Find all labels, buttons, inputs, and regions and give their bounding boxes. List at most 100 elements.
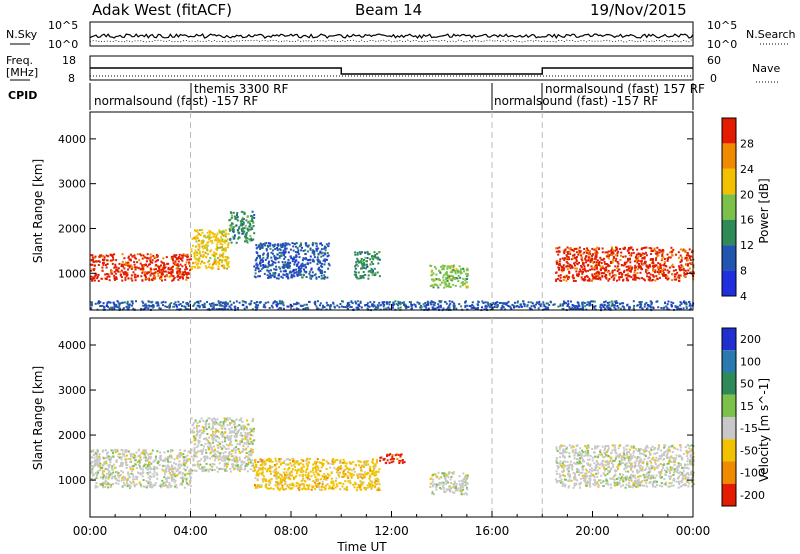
- data-cell: [221, 304, 224, 307]
- data-cell: [154, 256, 157, 259]
- data-cell: [372, 258, 375, 261]
- data-cell: [361, 251, 364, 254]
- data-cell: [213, 468, 216, 471]
- data-cell: [137, 455, 140, 457]
- data-cell: [198, 266, 201, 269]
- data-cell: [260, 244, 263, 247]
- data-cell: [449, 286, 452, 288]
- data-cell: [258, 256, 261, 259]
- data-cell: [663, 258, 666, 260]
- data-cell: [250, 237, 253, 240]
- data-cell: [199, 253, 202, 256]
- data-cell: [157, 272, 159, 275]
- data-cell: [674, 305, 677, 308]
- data-cell: [109, 463, 111, 466]
- data-cell: [218, 468, 221, 471]
- data-cell: [320, 277, 323, 280]
- data-cell: [599, 278, 602, 281]
- data-cell: [204, 424, 207, 427]
- data-cell: [101, 304, 104, 307]
- data-cell: [633, 260, 636, 263]
- data-cell: [373, 464, 376, 467]
- data-cell: [318, 266, 321, 269]
- data-cell: [682, 248, 685, 251]
- data-cell: [258, 484, 261, 487]
- data-cell: [363, 461, 366, 464]
- data-cell: [127, 263, 130, 266]
- data-cell: [342, 472, 345, 475]
- data-cell: [323, 247, 326, 250]
- data-cell: [281, 261, 284, 264]
- data-cell: [233, 422, 236, 425]
- data-cell: [237, 466, 240, 469]
- data-cell: [233, 420, 236, 423]
- data-cell: [538, 303, 541, 306]
- data-cell: [371, 460, 374, 463]
- data-cell: [355, 271, 357, 274]
- data-cell: [196, 237, 199, 240]
- data-cell: [308, 272, 311, 275]
- data-cell: [163, 263, 166, 266]
- data-cell: [587, 249, 589, 252]
- data-cell: [176, 305, 178, 308]
- data-cell: [261, 245, 264, 248]
- data-cell: [217, 450, 219, 453]
- data-cell: [212, 266, 215, 269]
- data-cell: [370, 257, 373, 259]
- data-cell: [142, 301, 145, 304]
- data-cell: [198, 250, 201, 253]
- data-cell: [584, 257, 587, 260]
- data-cell: [232, 235, 235, 238]
- data-cell: [257, 254, 260, 257]
- data-cell: [575, 305, 578, 308]
- data-cell: [299, 265, 302, 268]
- data-cell: [321, 475, 324, 478]
- data-cell: [106, 259, 108, 262]
- data-cell: [317, 259, 320, 262]
- data-cell: [306, 306, 309, 309]
- data-cell: [583, 265, 586, 268]
- data-cell: [208, 263, 211, 266]
- data-cell: [170, 267, 173, 270]
- data-cell: [689, 307, 692, 310]
- data-cell: [198, 467, 201, 470]
- data-cell: [646, 304, 649, 306]
- data-cell: [166, 485, 168, 488]
- data-cell: [96, 458, 99, 461]
- data-cell: [514, 301, 516, 304]
- data-cell: [343, 474, 346, 477]
- data-cell: [639, 255, 642, 257]
- data-cell: [562, 276, 565, 279]
- data-cell: [195, 426, 198, 429]
- data-cell: [295, 475, 298, 478]
- data-cell: [236, 216, 239, 219]
- data-cell: [375, 473, 377, 476]
- data-cell: [159, 307, 162, 310]
- data-cell: [652, 307, 655, 310]
- data-cell: [545, 302, 548, 305]
- data-cell: [651, 274, 654, 277]
- data-cell: [197, 450, 200, 453]
- data-cell: [257, 304, 260, 307]
- data-cell: [628, 269, 631, 272]
- data-cell: [651, 258, 654, 261]
- data-cell: [373, 301, 376, 304]
- data-cell: [146, 486, 148, 489]
- data-cell: [388, 301, 391, 304]
- data-cell: [665, 277, 667, 279]
- data-cell: [295, 264, 298, 267]
- data-cell: [97, 279, 100, 282]
- data-cell: [161, 483, 164, 486]
- data-cell: [212, 305, 215, 307]
- data-cell: [511, 303, 514, 306]
- data-cell: [315, 469, 318, 472]
- data-cell: [476, 307, 479, 310]
- data-cell: [127, 277, 130, 280]
- data-cell: [633, 304, 636, 307]
- data-cell: [164, 305, 167, 308]
- data-cell: [167, 268, 170, 271]
- data-cell: [201, 245, 204, 248]
- data-cell: [162, 304, 164, 307]
- data-cell: [150, 255, 153, 258]
- data-cell: [154, 482, 157, 485]
